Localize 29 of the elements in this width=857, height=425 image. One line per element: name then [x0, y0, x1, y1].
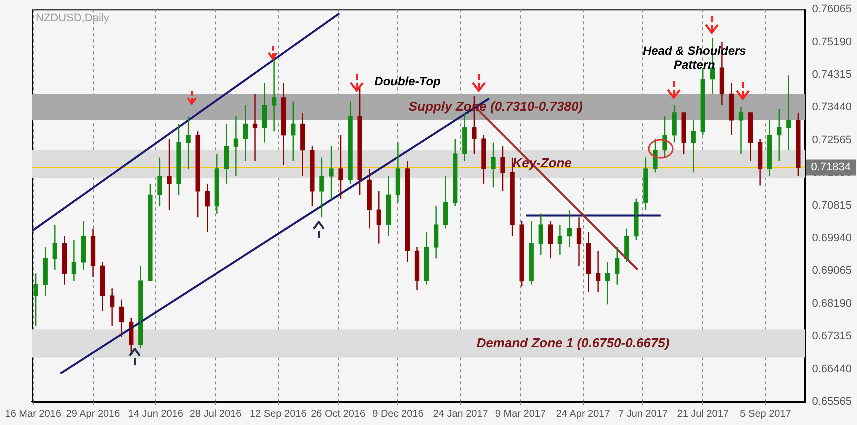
x-tick-label: 14 Jun 2016 — [128, 408, 184, 420]
y-tick-label: 0.70815 — [812, 200, 852, 212]
y-tick-label: 0.65565 — [812, 396, 852, 408]
x-tick-label: 28 Jul 2016 — [190, 408, 242, 420]
annotation: Double-Top — [374, 74, 441, 89]
x-tick-label: 26 Oct 2016 — [311, 408, 366, 420]
x-tick-label: 16 Mar 2016 — [5, 408, 62, 420]
y-tick-label: 0.69940 — [812, 232, 852, 245]
x-tick-label: 5 Sep 2017 — [740, 408, 792, 420]
y-tick-label: 0.73440 — [812, 102, 852, 114]
y-tick-label: 0.75190 — [812, 36, 852, 48]
y-tick-label: 0.67315 — [812, 330, 852, 343]
y-tick-label: 0.66440 — [812, 363, 852, 376]
y-tick-label: 0.69065 — [812, 265, 852, 278]
x-tick-label: 29 Apr 2016 — [66, 408, 121, 420]
x-tick-label: 9 Mar 2017 — [495, 408, 546, 420]
x-tick-label: 9 Dec 2016 — [372, 408, 424, 420]
y-tick-label: 0.72565 — [812, 134, 852, 146]
x-tick-label: 24 Jan 2017 — [433, 408, 489, 420]
ref-line-label: 0.71834 — [811, 162, 852, 174]
y-tick-label: 0.76065 — [812, 4, 852, 16]
band-label: Demand Zone 1 (0.6750-0.6675) — [476, 335, 670, 350]
y-tick-label: 0.74315 — [812, 69, 852, 82]
x-tick-label: 24 Apr 2017 — [556, 408, 611, 420]
y-tick-label: 0.68190 — [812, 298, 852, 310]
x-tick-label: 7 Jun 2017 — [618, 408, 668, 420]
x-tick-label: 12 Sep 2016 — [250, 408, 308, 420]
x-tick-label: 21 Jul 2017 — [677, 408, 730, 420]
chart-title: NZDUSD,Daily — [36, 12, 110, 25]
